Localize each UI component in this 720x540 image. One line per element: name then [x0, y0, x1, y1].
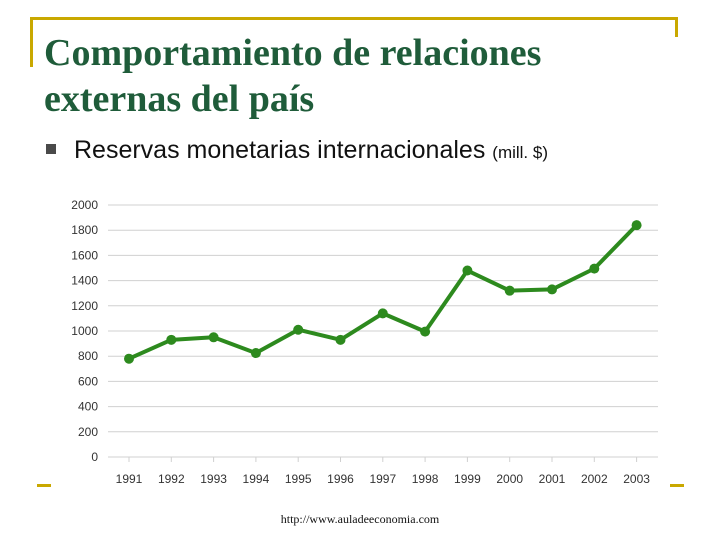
bullet-text: Reservas monetarias internacionales: [74, 136, 486, 164]
data-point-2001: [547, 284, 557, 295]
frame-left-rule: [30, 17, 33, 67]
data-point-2002: [589, 263, 600, 274]
y-tick-label: 1600: [71, 248, 98, 262]
chart-gridlines: [108, 204, 658, 462]
data-point-2003: [631, 220, 642, 231]
slide-title-line-1: Comportamiento de relaciones: [44, 32, 542, 74]
frame-top-rule: [30, 17, 678, 20]
data-point-1992: [166, 334, 177, 345]
x-tick-label: 1999: [454, 472, 481, 486]
x-tick-label: 1998: [412, 472, 439, 486]
series-line: [127, 223, 639, 361]
y-tick-label: 1000: [71, 324, 98, 338]
y-tick-label: 800: [78, 349, 98, 363]
x-tick-label: 2001: [539, 472, 566, 486]
data-point-1996: [335, 334, 346, 345]
x-tick-label: 1991: [116, 472, 143, 486]
y-tick-label: 1400: [71, 274, 98, 288]
y-tick-label: 400: [78, 400, 98, 414]
data-point-1999: [462, 265, 473, 276]
y-tick-label: 200: [78, 425, 98, 439]
x-tick-label: 1994: [243, 472, 270, 486]
x-tick-label: 1992: [158, 472, 185, 486]
data-point-1993: [208, 332, 219, 343]
chart-x-tick-labels: 1991 1992 1993 1994 1995 1996 1997 1998 1999 2000…: [116, 472, 651, 486]
footer-left-rule: [37, 484, 51, 487]
x-tick-label: 1997: [369, 472, 396, 486]
x-tick-label: 1996: [327, 472, 354, 486]
x-tick-label: 2003: [623, 472, 650, 486]
data-point-1997: [377, 308, 388, 319]
footer-url: http://www.auladeeconomia.com: [280, 512, 440, 526]
bullet-item: Reservas monetarias internacionales (mil…: [74, 136, 548, 165]
bullet-unit: (mill. $): [492, 143, 548, 162]
y-tick-label: 1800: [71, 223, 98, 237]
x-tick-label: 2002: [581, 472, 608, 486]
slide-title: Comportamiento de relaciones externas de…: [44, 30, 684, 122]
y-tick-label: 0: [91, 450, 98, 464]
data-point-1995: [293, 324, 304, 335]
y-tick-label: 2000: [71, 198, 98, 212]
x-tick-label: 2000: [496, 472, 523, 486]
y-tick-label: 1200: [71, 299, 98, 313]
chart-y-tick-labels: 0 200 400 600 800 1000 1200 1400 1600 1800 2000: [71, 198, 98, 464]
bullet-square-icon: [46, 144, 56, 154]
chart-series: [124, 220, 642, 364]
data-point-1998: [420, 326, 431, 337]
footer-right-rule: [670, 484, 684, 487]
x-tick-label: 1993: [200, 472, 227, 486]
frame-right-rule: [675, 17, 678, 37]
data-point-1991: [124, 353, 134, 364]
y-tick-label: 600: [78, 374, 98, 388]
data-point-1994: [250, 348, 261, 359]
slide-title-line-2: externas del país: [44, 78, 315, 120]
data-point-2000: [504, 285, 515, 296]
x-tick-label: 1995: [285, 472, 312, 486]
